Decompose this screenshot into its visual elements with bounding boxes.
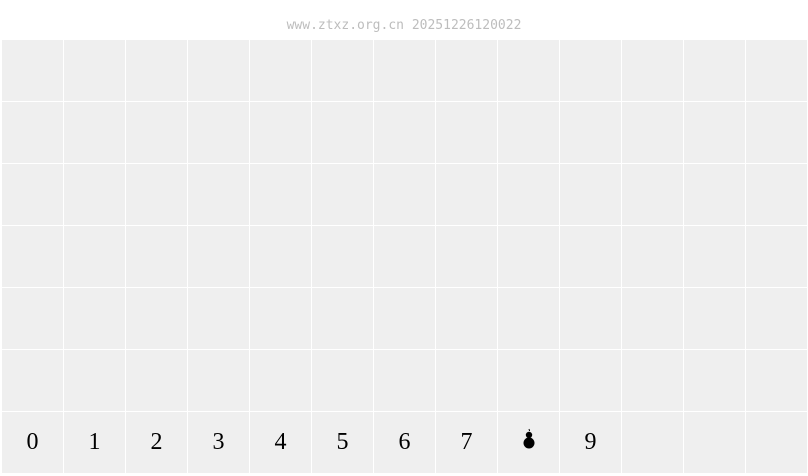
board-cell[interactable] — [2, 102, 63, 163]
board-cell[interactable] — [498, 226, 559, 287]
board-cell[interactable] — [2, 288, 63, 349]
board-cell[interactable] — [126, 102, 187, 163]
board-cell[interactable] — [64, 164, 125, 225]
board-cell[interactable] — [2, 350, 63, 411]
gourd-icon — [521, 428, 537, 457]
board-cell[interactable]: 4 — [250, 412, 311, 473]
board-cell[interactable] — [684, 164, 745, 225]
board-cell[interactable] — [436, 102, 497, 163]
board-cell[interactable] — [622, 40, 683, 101]
board-cell[interactable] — [250, 350, 311, 411]
board-cell[interactable] — [64, 40, 125, 101]
board-cell[interactable] — [498, 412, 559, 473]
board-cell[interactable]: 2 — [126, 412, 187, 473]
board-cell[interactable] — [684, 350, 745, 411]
board-cell[interactable] — [64, 102, 125, 163]
board-cell[interactable] — [188, 164, 249, 225]
board-cell[interactable] — [64, 350, 125, 411]
board-cell[interactable] — [684, 226, 745, 287]
board-cell[interactable] — [126, 350, 187, 411]
board-cell[interactable] — [560, 40, 621, 101]
board-cell[interactable] — [622, 288, 683, 349]
board-cell[interactable] — [250, 226, 311, 287]
board-cell[interactable] — [374, 350, 435, 411]
board-cell[interactable] — [250, 102, 311, 163]
board-cell[interactable] — [64, 288, 125, 349]
board-cell[interactable] — [746, 350, 807, 411]
board-cell[interactable] — [560, 288, 621, 349]
board-cell[interactable] — [436, 40, 497, 101]
board-cell[interactable] — [746, 412, 807, 473]
board-cell[interactable] — [436, 164, 497, 225]
board-cell[interactable] — [188, 226, 249, 287]
board-cell[interactable] — [498, 350, 559, 411]
board-cell[interactable] — [498, 102, 559, 163]
board-cell[interactable]: 1 — [64, 412, 125, 473]
board-cell[interactable] — [622, 412, 683, 473]
board-cell[interactable] — [126, 288, 187, 349]
board-cell[interactable] — [188, 40, 249, 101]
board-cell[interactable] — [126, 226, 187, 287]
watermark-header: www.ztxz.org.cn 20251226120022 — [286, 18, 522, 33]
board-cell[interactable] — [374, 102, 435, 163]
board-cell[interactable] — [684, 412, 745, 473]
board-cell[interactable] — [560, 102, 621, 163]
board-cell[interactable] — [560, 226, 621, 287]
board-cell[interactable] — [498, 40, 559, 101]
board-cell[interactable] — [498, 288, 559, 349]
board-cell[interactable] — [2, 40, 63, 101]
board-cell[interactable] — [684, 102, 745, 163]
board-cell[interactable] — [436, 350, 497, 411]
board-cell[interactable] — [126, 164, 187, 225]
board-cell[interactable] — [374, 226, 435, 287]
board-cell[interactable] — [312, 226, 373, 287]
board-cell[interactable] — [746, 164, 807, 225]
board-cell[interactable] — [188, 102, 249, 163]
board-cell[interactable] — [622, 102, 683, 163]
board-cell[interactable]: 5 — [312, 412, 373, 473]
board-cell[interactable] — [312, 40, 373, 101]
board-cell[interactable] — [622, 350, 683, 411]
board-cell[interactable] — [374, 164, 435, 225]
board-cell[interactable] — [560, 350, 621, 411]
board-cell[interactable] — [498, 164, 559, 225]
board-cell[interactable] — [374, 40, 435, 101]
board-cell[interactable] — [250, 40, 311, 101]
board-cell[interactable] — [622, 164, 683, 225]
board-cell[interactable] — [684, 40, 745, 101]
board-cell[interactable] — [374, 288, 435, 349]
board-cell[interactable] — [2, 226, 63, 287]
board-cell[interactable] — [312, 164, 373, 225]
board-cell[interactable]: 3 — [188, 412, 249, 473]
board-cell[interactable] — [250, 288, 311, 349]
board-cell[interactable] — [746, 40, 807, 101]
board-cell[interactable]: 0 — [2, 412, 63, 473]
board-cell[interactable]: 9 — [560, 412, 621, 473]
board-cell[interactable] — [560, 164, 621, 225]
board-cell[interactable] — [436, 226, 497, 287]
board-cell[interactable] — [64, 226, 125, 287]
board-cell[interactable] — [312, 350, 373, 411]
board-cell[interactable] — [250, 164, 311, 225]
board-cell[interactable] — [188, 288, 249, 349]
board-cell[interactable] — [312, 288, 373, 349]
board-cell[interactable] — [684, 288, 745, 349]
board-cell[interactable] — [188, 350, 249, 411]
board-cell[interactable] — [622, 226, 683, 287]
board-cell[interactable] — [2, 164, 63, 225]
board-cell[interactable] — [746, 102, 807, 163]
board-cell[interactable]: 6 — [374, 412, 435, 473]
board-cell[interactable] — [312, 102, 373, 163]
board-cell[interactable] — [126, 40, 187, 101]
board-cell[interactable] — [436, 288, 497, 349]
board-cell[interactable] — [746, 288, 807, 349]
board-cell[interactable]: 7 — [436, 412, 497, 473]
board-cell[interactable] — [746, 226, 807, 287]
